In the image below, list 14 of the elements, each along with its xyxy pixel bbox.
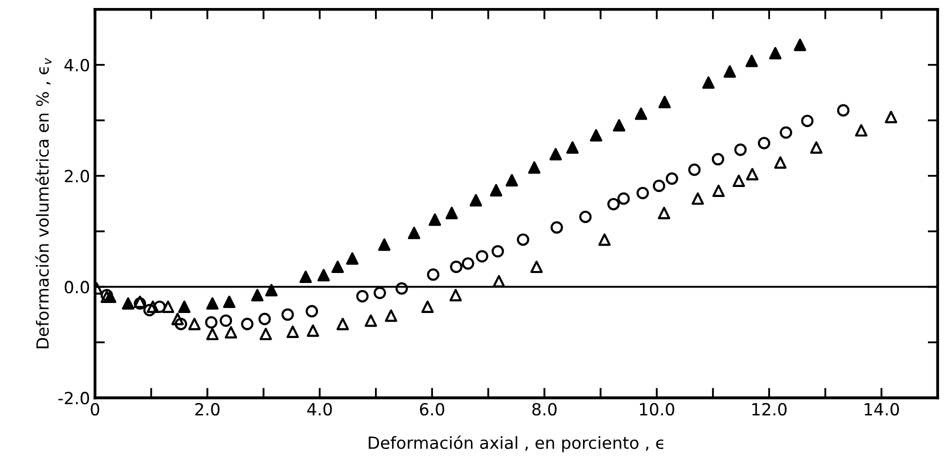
x-tick-label: 12.0 bbox=[752, 402, 787, 416]
x-tick-label: 8.0 bbox=[532, 402, 557, 416]
x-tick-label: 10.0 bbox=[640, 402, 674, 416]
x-tick-label: 0 bbox=[90, 402, 100, 416]
y-tick-label: 2.0 bbox=[64, 170, 90, 182]
x-tick-label: 14.0 bbox=[864, 402, 899, 416]
x-tick-label: 2.0 bbox=[195, 402, 220, 416]
y-tick-label: 4.0 bbox=[64, 58, 90, 72]
x-tick-label: 6.0 bbox=[420, 402, 444, 416]
x-tick-label: 4.0 bbox=[307, 402, 332, 416]
y-tick-label: 0.0 bbox=[64, 280, 90, 294]
y-tick-label: -2.0 bbox=[58, 392, 90, 404]
x-axis-title: Deformación axial , en porciento , ϵ bbox=[368, 435, 664, 452]
y-axis-title: Deformación volumétrica en % , ϵ$_{v}$ bbox=[35, 58, 52, 348]
